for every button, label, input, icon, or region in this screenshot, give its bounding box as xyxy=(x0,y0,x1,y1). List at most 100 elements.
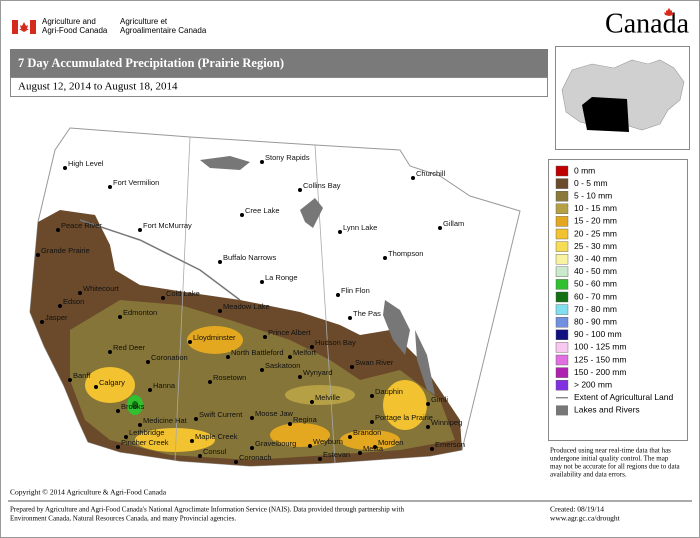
legend-swatch xyxy=(555,190,569,202)
city-label: Emerson xyxy=(435,440,465,449)
city-label: Pincher Creek xyxy=(121,438,169,447)
city-marker xyxy=(218,309,222,313)
city-label: Melita xyxy=(363,444,384,453)
legend-swatch xyxy=(555,241,569,252)
city-marker xyxy=(373,445,377,449)
city-label: Saskatoon xyxy=(265,361,300,370)
cities: High Level Fort Vermilion Peace River Grand… xyxy=(36,153,465,464)
city-marker xyxy=(138,423,142,427)
legend-swatch xyxy=(555,380,569,391)
legend-label: 125 - 150 mm xyxy=(574,354,626,364)
legend-swatch xyxy=(555,203,569,215)
legend-label: 90 - 100 mm xyxy=(574,329,622,339)
city-label: Coronach xyxy=(239,453,272,462)
city-marker xyxy=(116,409,120,413)
city-label: Edmonton xyxy=(123,308,157,317)
subtitle-bar xyxy=(10,77,548,97)
footer-url: www.agr.gc.ca/drought xyxy=(550,514,621,523)
legend-label: 50 - 60 mm xyxy=(574,279,617,289)
city-label: Medicine Hat xyxy=(143,416,188,425)
city-label: Brooks xyxy=(121,402,145,411)
city-marker xyxy=(318,457,322,461)
city-marker xyxy=(263,335,267,339)
city-marker xyxy=(298,188,302,192)
city-label: Calgary xyxy=(99,378,125,387)
city-marker xyxy=(358,451,362,455)
inset-map xyxy=(555,46,690,150)
legend-swatch xyxy=(555,342,569,353)
dept-en: Agri-Food Canada xyxy=(42,26,108,35)
city-marker xyxy=(146,360,150,364)
city-label: Wynyard xyxy=(303,368,333,377)
city-marker xyxy=(194,417,198,421)
city-marker xyxy=(116,445,120,449)
city-label: Meadow Lake xyxy=(223,302,270,311)
legend-label: 40 - 50 mm xyxy=(574,266,617,276)
city-label: Cold Lake xyxy=(166,289,200,298)
legend-swatch xyxy=(555,367,569,378)
note: may not be accurate for all regions due … xyxy=(550,463,681,471)
city-marker xyxy=(190,439,194,443)
city-label: The Pas xyxy=(353,309,381,318)
city-label: Peace River xyxy=(61,221,102,230)
city-label: Collins Bay xyxy=(303,181,341,190)
city-label: Whitecourt xyxy=(83,284,120,293)
city-label: Gravelbourg xyxy=(255,439,296,448)
city-marker xyxy=(438,226,442,230)
city-marker xyxy=(310,345,314,349)
legend-label: 60 - 70 mm xyxy=(574,291,617,301)
legend-swatch xyxy=(555,329,569,340)
city-label: Lloydminster xyxy=(193,333,236,342)
legend-label: 100 - 125 mm xyxy=(574,342,626,352)
city-label: Melfort xyxy=(293,348,317,357)
wordmark-flag xyxy=(664,8,674,16)
city-marker xyxy=(411,176,415,180)
legend-lakes-swatch xyxy=(556,405,568,416)
note: Produced using near real-time data that … xyxy=(550,447,671,455)
legend-swatch xyxy=(555,253,569,265)
legend-box xyxy=(548,159,688,441)
city-label: Consul xyxy=(203,447,227,456)
dept-fr: Agroalimentaire Canada xyxy=(120,26,207,35)
legend-swatch xyxy=(555,216,569,227)
city-marker xyxy=(426,402,430,406)
city-label: Banff xyxy=(73,371,91,380)
legend-swatch xyxy=(555,304,569,315)
city-marker xyxy=(298,375,302,379)
title-bar xyxy=(10,49,548,77)
city-marker xyxy=(198,454,202,458)
city-label: Moose Jaw xyxy=(255,409,294,418)
city-label: Melville xyxy=(315,393,340,402)
city-label: North Battleford xyxy=(231,348,284,357)
city-label: Hudson Bay xyxy=(315,338,356,347)
city-marker xyxy=(370,420,374,424)
city-marker xyxy=(108,185,112,189)
city-marker xyxy=(250,446,254,450)
city-marker xyxy=(240,213,244,217)
city-marker xyxy=(36,253,40,257)
city-marker xyxy=(350,365,354,369)
city-label: Gillam xyxy=(443,219,464,228)
map xyxy=(29,127,521,467)
city-label: Coronation xyxy=(151,353,188,362)
city-marker xyxy=(58,304,62,308)
city-marker xyxy=(208,380,212,384)
city-label: Fort McMurray xyxy=(143,221,192,230)
legend-label: 25 - 30 mm xyxy=(574,241,617,251)
legend-swatch xyxy=(555,317,569,328)
legend-swatch xyxy=(555,354,569,366)
city-marker xyxy=(138,228,142,232)
city-label: Rosetown xyxy=(213,373,246,382)
city-label: Lynn Lake xyxy=(343,223,377,232)
city-marker xyxy=(310,400,314,404)
city-marker xyxy=(78,291,82,295)
legend-label: 80 - 90 mm xyxy=(574,316,617,326)
city-marker xyxy=(288,355,292,359)
city-label: Lethbridge xyxy=(129,428,164,437)
legend-swatch xyxy=(555,228,569,240)
city-marker xyxy=(308,444,312,448)
legend-label: 0 mm xyxy=(574,165,595,175)
city-label: Portage la Prairie xyxy=(375,413,433,422)
legend-label: 15 - 20 mm xyxy=(574,216,617,226)
